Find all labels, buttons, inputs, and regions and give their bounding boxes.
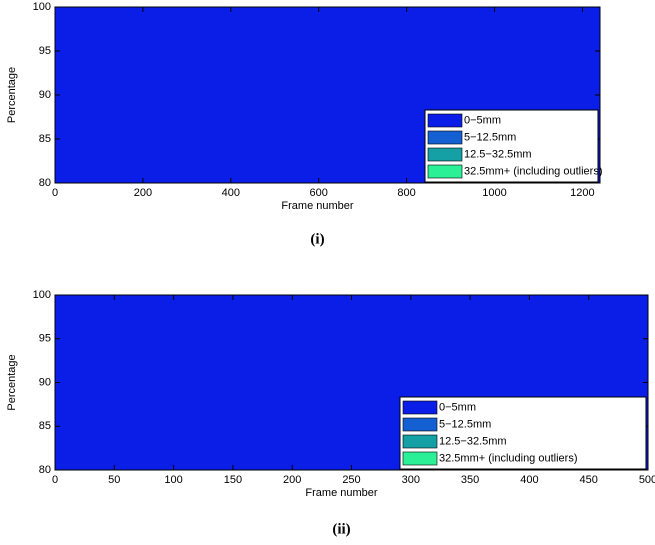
legend-label: 5−12.5mm	[439, 418, 491, 430]
y-tick-label: 85	[39, 133, 51, 145]
y-tick-label: 95	[39, 45, 51, 57]
x-tick-label: 400	[222, 187, 240, 199]
legend-swatch	[402, 417, 438, 432]
legend-swatch	[402, 451, 438, 466]
y-tick-label: 100	[33, 1, 51, 13]
y-tick-label: 95	[39, 333, 51, 345]
x-axis-label: Frame number	[281, 200, 353, 212]
caption: (ii)	[332, 521, 350, 537]
x-tick-label: 800	[397, 187, 415, 199]
x-axis-label: Frame number	[305, 487, 377, 499]
y-tick-label: 85	[39, 420, 51, 432]
legend-label: 12.5−32.5mm	[464, 148, 532, 160]
legend-label: 32.5mm+ (including outliers)	[439, 452, 577, 464]
legend-label: 32.5mm+ (including outliers)	[464, 165, 602, 177]
x-tick-label: 450	[580, 474, 598, 486]
legend: 0−5mm 5−12.5mm 12.5−32.5mm 32.5mm+ (includi…	[399, 396, 647, 470]
x-tick-label: 1000	[482, 187, 506, 199]
x-tick-label: 500	[639, 474, 655, 486]
y-tick-label: 100	[33, 289, 51, 301]
legend-swatch	[402, 434, 438, 449]
y-axis-label: Percentage	[6, 354, 18, 410]
x-tick-label: 100	[164, 474, 182, 486]
x-tick-label: 0	[52, 474, 58, 486]
x-tick-label: 600	[310, 187, 328, 199]
legend-swatch	[402, 400, 438, 415]
y-tick-label: 90	[39, 89, 51, 101]
chart: 80 85 90 95 100 0 50 100 150 200 250 300 350 400 450 50…	[6, 289, 655, 538]
y-tick-label: 80	[39, 177, 51, 189]
legend-label: 0−5mm	[439, 401, 476, 413]
x-tick-label: 150	[224, 474, 242, 486]
x-tick-label: 400	[520, 474, 538, 486]
legend-label: 0−5mm	[464, 114, 501, 126]
x-tick-label: 200	[283, 474, 301, 486]
x-tick-label: 350	[461, 474, 479, 486]
y-tick-label: 80	[39, 464, 51, 476]
x-tick-label: 250	[342, 474, 360, 486]
legend-swatch	[427, 147, 463, 162]
x-tick-label: 50	[108, 474, 120, 486]
legend-swatch	[427, 164, 463, 179]
caption: (i)	[310, 231, 324, 247]
legend: 0−5mm 5−12.5mm 12.5−32.5mm 32.5mm+ (includi…	[424, 109, 602, 183]
y-axis-label: Percentage	[6, 67, 18, 123]
x-tick-label: 0	[52, 187, 58, 199]
legend-swatch	[427, 113, 463, 128]
x-tick-label: 200	[134, 187, 152, 199]
legend-swatch	[427, 130, 463, 145]
legend-label: 5−12.5mm	[464, 131, 516, 143]
y-tick-label: 90	[39, 376, 51, 388]
x-tick-label: 300	[402, 474, 420, 486]
x-tick-label: 1200	[570, 187, 594, 199]
legend-label: 12.5−32.5mm	[439, 435, 507, 447]
legend-box	[399, 396, 647, 470]
